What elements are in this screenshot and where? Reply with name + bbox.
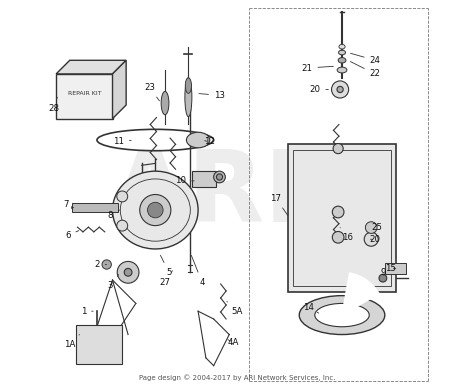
Ellipse shape <box>299 296 385 335</box>
Ellipse shape <box>338 50 346 55</box>
Circle shape <box>140 194 171 226</box>
Bar <box>192 171 216 187</box>
Bar <box>56 74 112 119</box>
Text: 9: 9 <box>380 268 385 277</box>
Circle shape <box>147 202 163 218</box>
Text: 8: 8 <box>108 210 119 221</box>
Text: 5: 5 <box>160 255 172 277</box>
Text: 27: 27 <box>160 271 173 287</box>
Text: REPAIR KIT: REPAIR KIT <box>68 91 101 96</box>
Circle shape <box>117 261 139 283</box>
Circle shape <box>124 268 132 276</box>
Ellipse shape <box>337 67 347 73</box>
Ellipse shape <box>185 78 192 117</box>
Circle shape <box>214 171 225 183</box>
Text: 20: 20 <box>310 85 328 94</box>
Text: 1: 1 <box>81 307 93 316</box>
Text: 3: 3 <box>108 275 118 291</box>
Bar <box>72 203 118 212</box>
Text: 2: 2 <box>94 260 107 269</box>
Circle shape <box>332 231 344 243</box>
Wedge shape <box>342 273 379 315</box>
Text: 25: 25 <box>372 223 383 232</box>
Text: ARI: ARI <box>110 146 301 243</box>
Ellipse shape <box>161 91 169 115</box>
Bar <box>75 325 122 364</box>
Text: 28: 28 <box>48 97 59 114</box>
Circle shape <box>333 144 343 154</box>
Text: 6: 6 <box>65 231 79 240</box>
Ellipse shape <box>315 303 369 327</box>
Circle shape <box>364 232 378 246</box>
Circle shape <box>365 222 377 233</box>
Text: 1A: 1A <box>64 335 80 349</box>
Text: Page design © 2004-2017 by ARI Network Services, Inc.: Page design © 2004-2017 by ARI Network S… <box>139 375 335 381</box>
Polygon shape <box>112 60 126 119</box>
Text: 23: 23 <box>144 83 159 101</box>
Bar <box>288 144 396 292</box>
Text: 4A: 4A <box>228 338 239 347</box>
Circle shape <box>217 174 223 180</box>
Ellipse shape <box>112 171 198 249</box>
Circle shape <box>337 86 343 93</box>
Text: 24: 24 <box>351 53 381 65</box>
Circle shape <box>332 206 344 218</box>
Text: 4: 4 <box>191 256 205 287</box>
Bar <box>385 263 406 274</box>
Text: 11: 11 <box>113 137 131 147</box>
Text: 21: 21 <box>301 63 333 73</box>
Text: 16: 16 <box>340 228 353 242</box>
Ellipse shape <box>338 58 346 63</box>
Text: 22: 22 <box>350 61 381 79</box>
Ellipse shape <box>339 44 345 49</box>
Text: 17: 17 <box>270 194 288 216</box>
Text: 14: 14 <box>303 303 319 313</box>
Circle shape <box>117 220 128 231</box>
Text: 5A: 5A <box>227 301 243 316</box>
Text: 10: 10 <box>175 176 194 186</box>
Circle shape <box>102 260 111 269</box>
Ellipse shape <box>186 132 210 148</box>
Circle shape <box>117 191 128 202</box>
Text: 13: 13 <box>199 91 225 100</box>
Text: 20: 20 <box>370 235 381 244</box>
Polygon shape <box>56 60 126 74</box>
Circle shape <box>331 81 349 98</box>
Text: 12: 12 <box>204 137 215 147</box>
Text: 15: 15 <box>385 264 396 273</box>
Ellipse shape <box>185 78 191 93</box>
Circle shape <box>379 274 387 282</box>
Text: 7: 7 <box>63 200 73 209</box>
Bar <box>293 150 391 286</box>
